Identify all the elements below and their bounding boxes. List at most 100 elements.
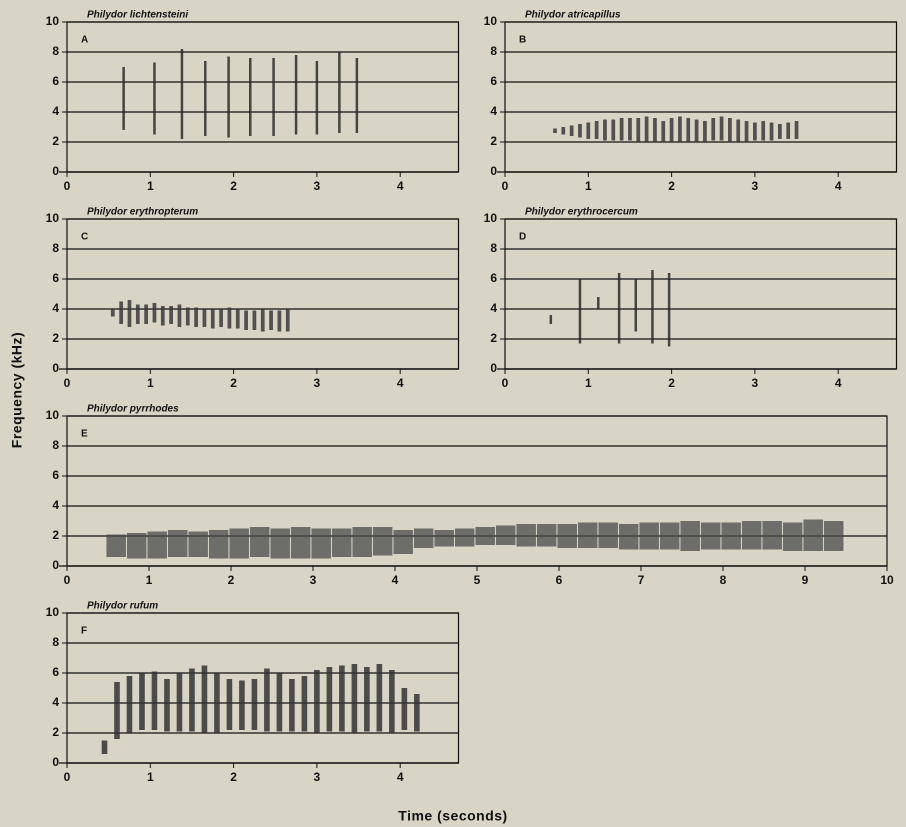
note xyxy=(783,523,802,552)
note xyxy=(277,673,283,732)
note xyxy=(711,118,715,141)
y-tick-label: 4 xyxy=(52,695,59,709)
y-tick-label: 0 xyxy=(490,164,497,178)
note xyxy=(316,61,319,135)
note xyxy=(537,524,556,547)
note xyxy=(302,676,308,732)
note xyxy=(670,118,674,142)
note xyxy=(169,306,173,324)
panel-title: Philydor pyrrhodes xyxy=(87,404,179,415)
note xyxy=(114,682,120,739)
note xyxy=(736,120,740,143)
note xyxy=(214,673,220,733)
y-tick-label: 2 xyxy=(52,134,59,148)
note xyxy=(645,117,649,143)
y-tick-label: 4 xyxy=(52,301,59,315)
note xyxy=(291,527,310,559)
note xyxy=(377,664,383,732)
note xyxy=(261,309,265,332)
x-tick-label: 1 xyxy=(585,376,592,390)
note xyxy=(228,308,232,329)
note xyxy=(153,63,156,135)
note xyxy=(188,532,207,558)
y-tick-label: 2 xyxy=(52,331,59,345)
x-tick-label: 1 xyxy=(147,770,154,784)
note xyxy=(414,529,433,549)
x-tick-label: 1 xyxy=(146,573,153,587)
note xyxy=(639,523,658,550)
x-tick-label: 2 xyxy=(668,376,675,390)
note xyxy=(106,535,125,558)
note xyxy=(611,120,615,141)
note xyxy=(227,57,230,138)
note xyxy=(147,532,166,559)
note xyxy=(127,676,133,733)
x-tick-label: 2 xyxy=(230,770,237,784)
note xyxy=(270,529,289,559)
note xyxy=(824,521,843,551)
y-tick-label: 10 xyxy=(484,14,498,28)
note xyxy=(286,309,290,332)
note xyxy=(586,123,590,140)
note xyxy=(295,55,298,135)
note xyxy=(393,530,412,554)
note xyxy=(618,273,621,344)
note xyxy=(136,305,140,325)
note xyxy=(578,523,597,549)
y-tick-label: 8 xyxy=(490,44,497,58)
note xyxy=(229,529,248,559)
note xyxy=(311,529,330,559)
note xyxy=(203,309,207,327)
note xyxy=(620,118,624,141)
note xyxy=(578,124,582,138)
note xyxy=(202,666,208,734)
note xyxy=(364,667,370,732)
x-axis-label: Time (seconds) xyxy=(398,808,507,824)
note xyxy=(339,666,345,732)
y-tick-label: 6 xyxy=(490,271,497,285)
note xyxy=(249,58,252,136)
note xyxy=(597,297,600,309)
panel-title: Philydor lichtensteini xyxy=(87,10,188,21)
x-tick-label: 0 xyxy=(64,179,71,193)
note xyxy=(204,61,207,136)
note xyxy=(703,121,707,142)
note xyxy=(153,303,157,323)
note xyxy=(239,681,245,731)
note xyxy=(314,670,320,733)
note xyxy=(803,520,822,552)
y-tick-label: 0 xyxy=(52,164,59,178)
note xyxy=(628,118,632,141)
note xyxy=(728,118,732,142)
note xyxy=(352,527,371,557)
note xyxy=(653,118,657,142)
note xyxy=(189,669,195,732)
note xyxy=(786,123,790,140)
y-tick-label: 10 xyxy=(46,408,60,422)
y-tick-label: 0 xyxy=(490,361,497,375)
y-tick-label: 4 xyxy=(52,498,59,512)
note xyxy=(111,309,115,317)
note xyxy=(178,305,182,328)
x-tick-label: 0 xyxy=(502,179,509,193)
note xyxy=(496,526,515,546)
note xyxy=(720,117,724,141)
x-tick-label: 7 xyxy=(638,573,645,587)
note xyxy=(661,121,665,142)
note xyxy=(152,672,158,731)
x-tick-label: 1 xyxy=(147,376,154,390)
note xyxy=(102,741,108,755)
note xyxy=(402,688,408,730)
panel-label: A xyxy=(81,35,88,46)
panel-title: Philydor erythrocercum xyxy=(525,207,638,218)
y-tick-label: 4 xyxy=(490,301,497,315)
note xyxy=(557,524,576,548)
y-tick-label: 4 xyxy=(490,104,497,118)
note xyxy=(721,523,740,550)
panel-label: D xyxy=(519,232,526,243)
y-tick-label: 2 xyxy=(490,134,497,148)
note xyxy=(181,49,184,139)
note xyxy=(570,126,574,137)
note xyxy=(516,524,535,547)
note xyxy=(244,311,248,331)
